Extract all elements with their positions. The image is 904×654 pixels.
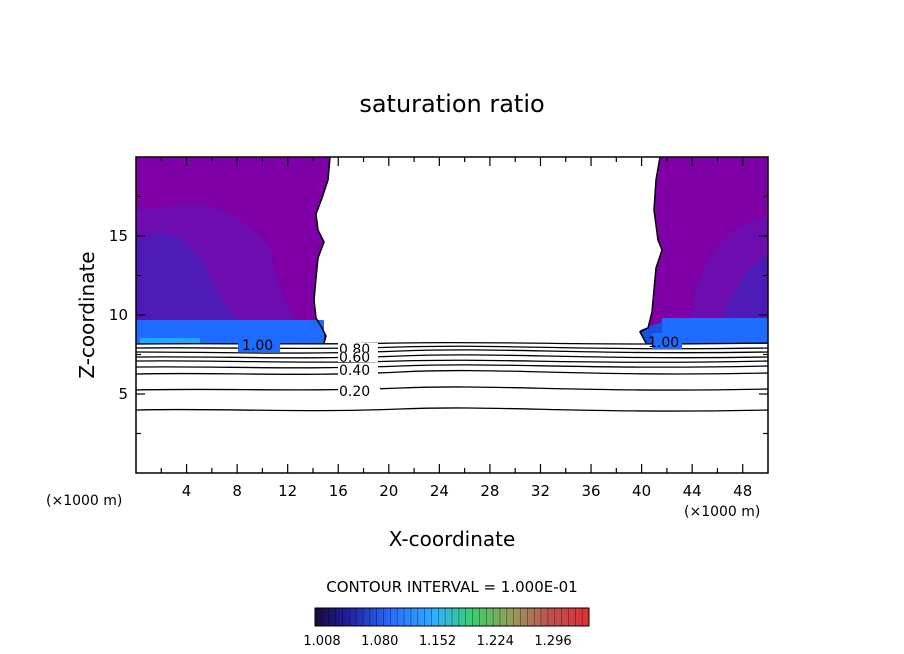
contour-label: 1.00 <box>242 338 273 354</box>
contour-label-bg <box>238 336 280 352</box>
left-saturated-band-cyan <box>140 338 200 343</box>
y-tick-label: 15 <box>109 227 128 245</box>
left-cloud-core-region <box>136 232 260 343</box>
x-tick-label: 24 <box>430 482 449 500</box>
x-axis-ticks: 4 8 12 16 20 24 28 32 36 40 44 48 <box>160 157 752 500</box>
contour-label-bg <box>338 363 378 376</box>
contour-line <box>136 345 768 350</box>
x-tick-label: 44 <box>683 482 702 500</box>
contour-line <box>136 354 768 359</box>
chart-title: saturation ratio <box>359 90 544 118</box>
colorbar-segments <box>321 608 583 626</box>
contour-line <box>136 407 768 412</box>
x-tick-label: 4 <box>182 482 192 500</box>
contour-interval-text: CONTOUR INTERVAL = 1.000E-01 <box>326 578 577 596</box>
contour-label: 0.60 <box>339 350 370 366</box>
colorbar-label: 1.224 <box>477 634 514 649</box>
plot-area <box>136 157 768 412</box>
x-tick-label: 36 <box>581 482 600 500</box>
contour-line <box>136 386 768 391</box>
colorbar-labels: 1.008 1.080 1.152 1.224 1.296 <box>303 634 571 649</box>
colorbar-label: 1.152 <box>419 634 456 649</box>
y-tick-label: 10 <box>109 306 128 324</box>
cloud-boundaries <box>313 157 663 344</box>
contour-label: 0.40 <box>339 363 370 379</box>
y-axis-title: Z-coordinate <box>75 251 99 378</box>
x-tick-label: 16 <box>329 482 348 500</box>
contour-label-bg <box>338 352 378 362</box>
x-tick-label: 32 <box>531 482 550 500</box>
contour-label: 1.00 <box>648 335 679 351</box>
x-tick-label: 48 <box>733 482 752 500</box>
y-axis-ticks: 5 10 15 <box>109 195 768 435</box>
x-tick-label: 28 <box>480 482 499 500</box>
y-axis-unit: (×1000 m) <box>46 493 122 509</box>
contour-label: 0.20 <box>339 384 370 400</box>
contour-line <box>136 364 768 369</box>
contour-label-bg <box>652 333 682 349</box>
x-tick-label: 20 <box>379 482 398 500</box>
contour-lines <box>136 341 768 412</box>
x-tick-label: 8 <box>232 482 242 500</box>
contour-line <box>136 369 768 375</box>
left-cloud-boundary <box>313 157 331 344</box>
colorbar-label: 1.080 <box>361 634 398 649</box>
x-tick-label: 12 <box>278 482 297 500</box>
colorbar-label: 1.008 <box>303 634 340 649</box>
y-tick-label: 5 <box>118 385 128 403</box>
contour-line <box>136 359 768 363</box>
contour-line <box>136 341 768 345</box>
x-tick-label: 40 <box>632 482 651 500</box>
x-axis-unit: (×1000 m) <box>684 504 760 520</box>
x-axis-title: X-coordinate <box>389 527 516 551</box>
contour-line <box>136 349 768 354</box>
colorbar-label: 1.296 <box>534 634 571 649</box>
contour-label-bg <box>338 383 380 397</box>
right-cloud-boundary <box>638 157 663 344</box>
